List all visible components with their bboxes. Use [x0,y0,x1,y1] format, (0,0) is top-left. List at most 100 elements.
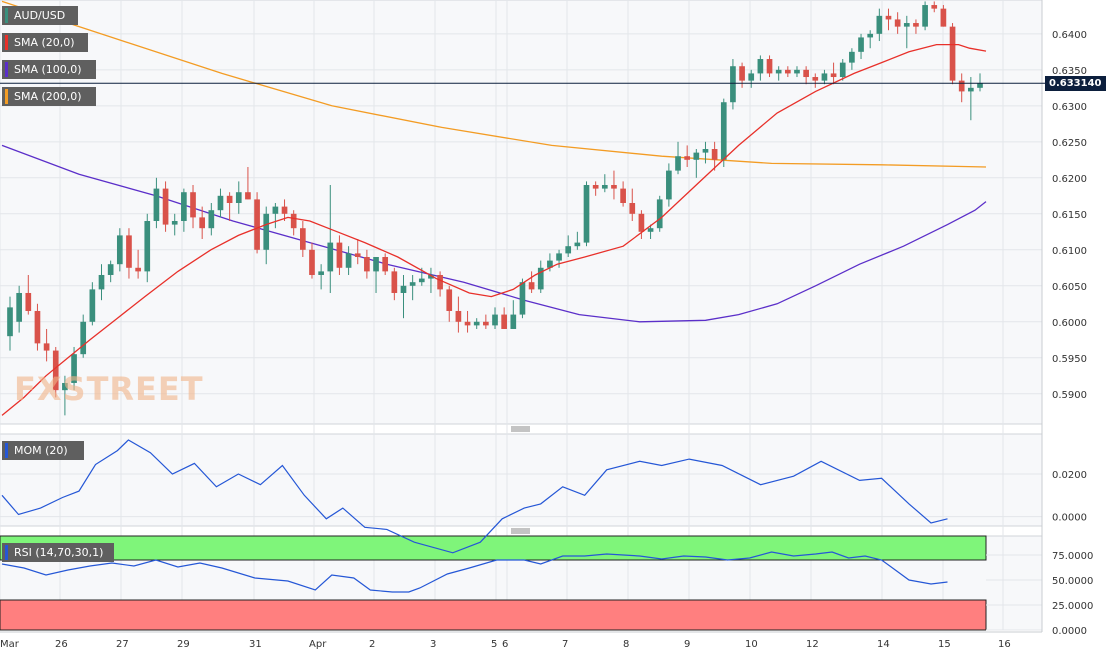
candle-15 [144,213,151,283]
candle-body-91 [839,62,846,78]
price-tick-label-8: 0.6000 [1052,318,1087,329]
candle-body-0 [7,307,13,337]
candle-37 [345,246,352,275]
legend-pair[interactable]: AUD/USD [2,6,78,25]
candle-body-85 [784,69,791,74]
price-tick-label-2: 0.6300 [1052,102,1087,113]
legend-sma200[interactable]: SMA (200,0) [2,87,96,106]
candle-76 [702,141,709,164]
candle-body-4 [43,343,50,351]
candle-body-26 [245,192,251,200]
candle-89 [821,69,828,85]
legend-rsi[interactable]: RSI (14,70,30,1) [2,543,114,562]
candle-body-48 [446,289,453,311]
candle-body-98 [903,23,910,27]
swatch-sma100 [5,62,8,77]
mom-tick-label-1: 0.0000 [1052,513,1087,524]
rsi-oversold-zone [0,599,987,631]
candle-58 [537,260,544,293]
candle-94 [867,30,874,49]
candle-88 [812,73,819,88]
candle-36 [336,235,343,275]
candle-body-105 [968,87,974,92]
legend-mom[interactable]: MOM (20) [2,441,84,460]
swatch-rsi [5,545,8,560]
candle-body-18 [171,220,178,225]
legend-sma100[interactable]: SMA (100,0) [2,60,96,79]
rsi-tick-label-2: 25.0000 [1052,601,1093,612]
candle-50 [464,310,471,333]
candle-body-23 [217,195,224,211]
candle-body-32 [299,228,306,250]
candle-body-84 [775,69,782,74]
x-tick-label-11: 8 [623,639,629,650]
candle-body-58 [537,267,544,290]
candle-31 [290,210,297,236]
candle-body-81 [748,73,755,81]
candle-body-16 [153,188,160,221]
candle-body-90 [830,73,837,78]
candle-52 [483,314,489,329]
candle-42 [391,267,398,301]
price-tick-label-9: 0.5950 [1052,354,1087,365]
candle-body-93 [858,37,864,52]
candle-29 [272,203,279,229]
candle-40 [373,256,379,293]
candle-body-99 [913,23,919,27]
candle-body-71 [656,199,663,229]
candle-65 [601,174,608,193]
candle-25 [235,181,242,214]
candle-51 [473,318,480,329]
x-tick-label-2: 27 [116,639,129,650]
mom-panel [0,433,1043,527]
candle-98 [903,15,910,49]
candle-body-20 [190,192,196,218]
candle-13 [126,228,132,279]
candle-7 [71,346,77,391]
candle-22 [208,203,215,236]
legend-pair-label: AUD/USD [14,9,66,22]
rsi-tick-label-0: 75.0000 [1052,551,1093,562]
candle-body-80 [739,66,745,81]
candle-10 [98,264,105,301]
candle-body-70 [647,228,654,232]
current-price-tag: 0.633140 [1045,76,1106,91]
candle-body-53 [492,314,498,326]
candle-78 [720,98,727,168]
candle-body-104 [958,80,965,92]
candle-61 [565,235,572,257]
candle-27 [254,192,260,254]
rsi-panel-resize-handle[interactable] [511,528,530,534]
candle-16 [153,177,160,229]
candle-body-10 [98,274,105,290]
candle-body-25 [235,192,242,204]
candle-body-73 [675,156,681,171]
candle-body-1 [16,292,22,322]
candle-body-77 [711,149,718,160]
candle-69 [638,210,645,239]
price-tick-label-4: 0.6200 [1052,174,1087,185]
candle-body-102 [940,8,947,27]
candle-body-87 [803,69,809,78]
price-tick-label-10: 0.5900 [1052,390,1087,401]
candle-body-69 [638,213,645,232]
candle-body-82 [757,59,764,74]
candle-body-37 [345,253,352,268]
candle-49 [455,296,462,333]
candle-body-19 [181,192,187,221]
candle-body-43 [400,285,407,293]
candle-body-76 [702,149,709,153]
legend-sma200-label: SMA (200,0) [14,90,82,103]
candle-101 [931,1,938,13]
mom-panel-resize-handle[interactable] [511,426,530,432]
candle-21 [199,206,206,239]
candle-100 [922,1,928,31]
candle-1 [16,285,22,333]
mom-tick-label-0: 0.0200 [1052,470,1087,481]
legend-sma20[interactable]: SMA (20,0) [2,33,88,52]
price-tick-label-5: 0.6150 [1052,210,1087,221]
candle-96 [885,8,892,31]
x-tick-label-16: 15 [938,639,951,650]
legend-sma100-label: SMA (100,0) [14,63,82,76]
price-tick-label-1: 0.6350 [1052,66,1087,77]
